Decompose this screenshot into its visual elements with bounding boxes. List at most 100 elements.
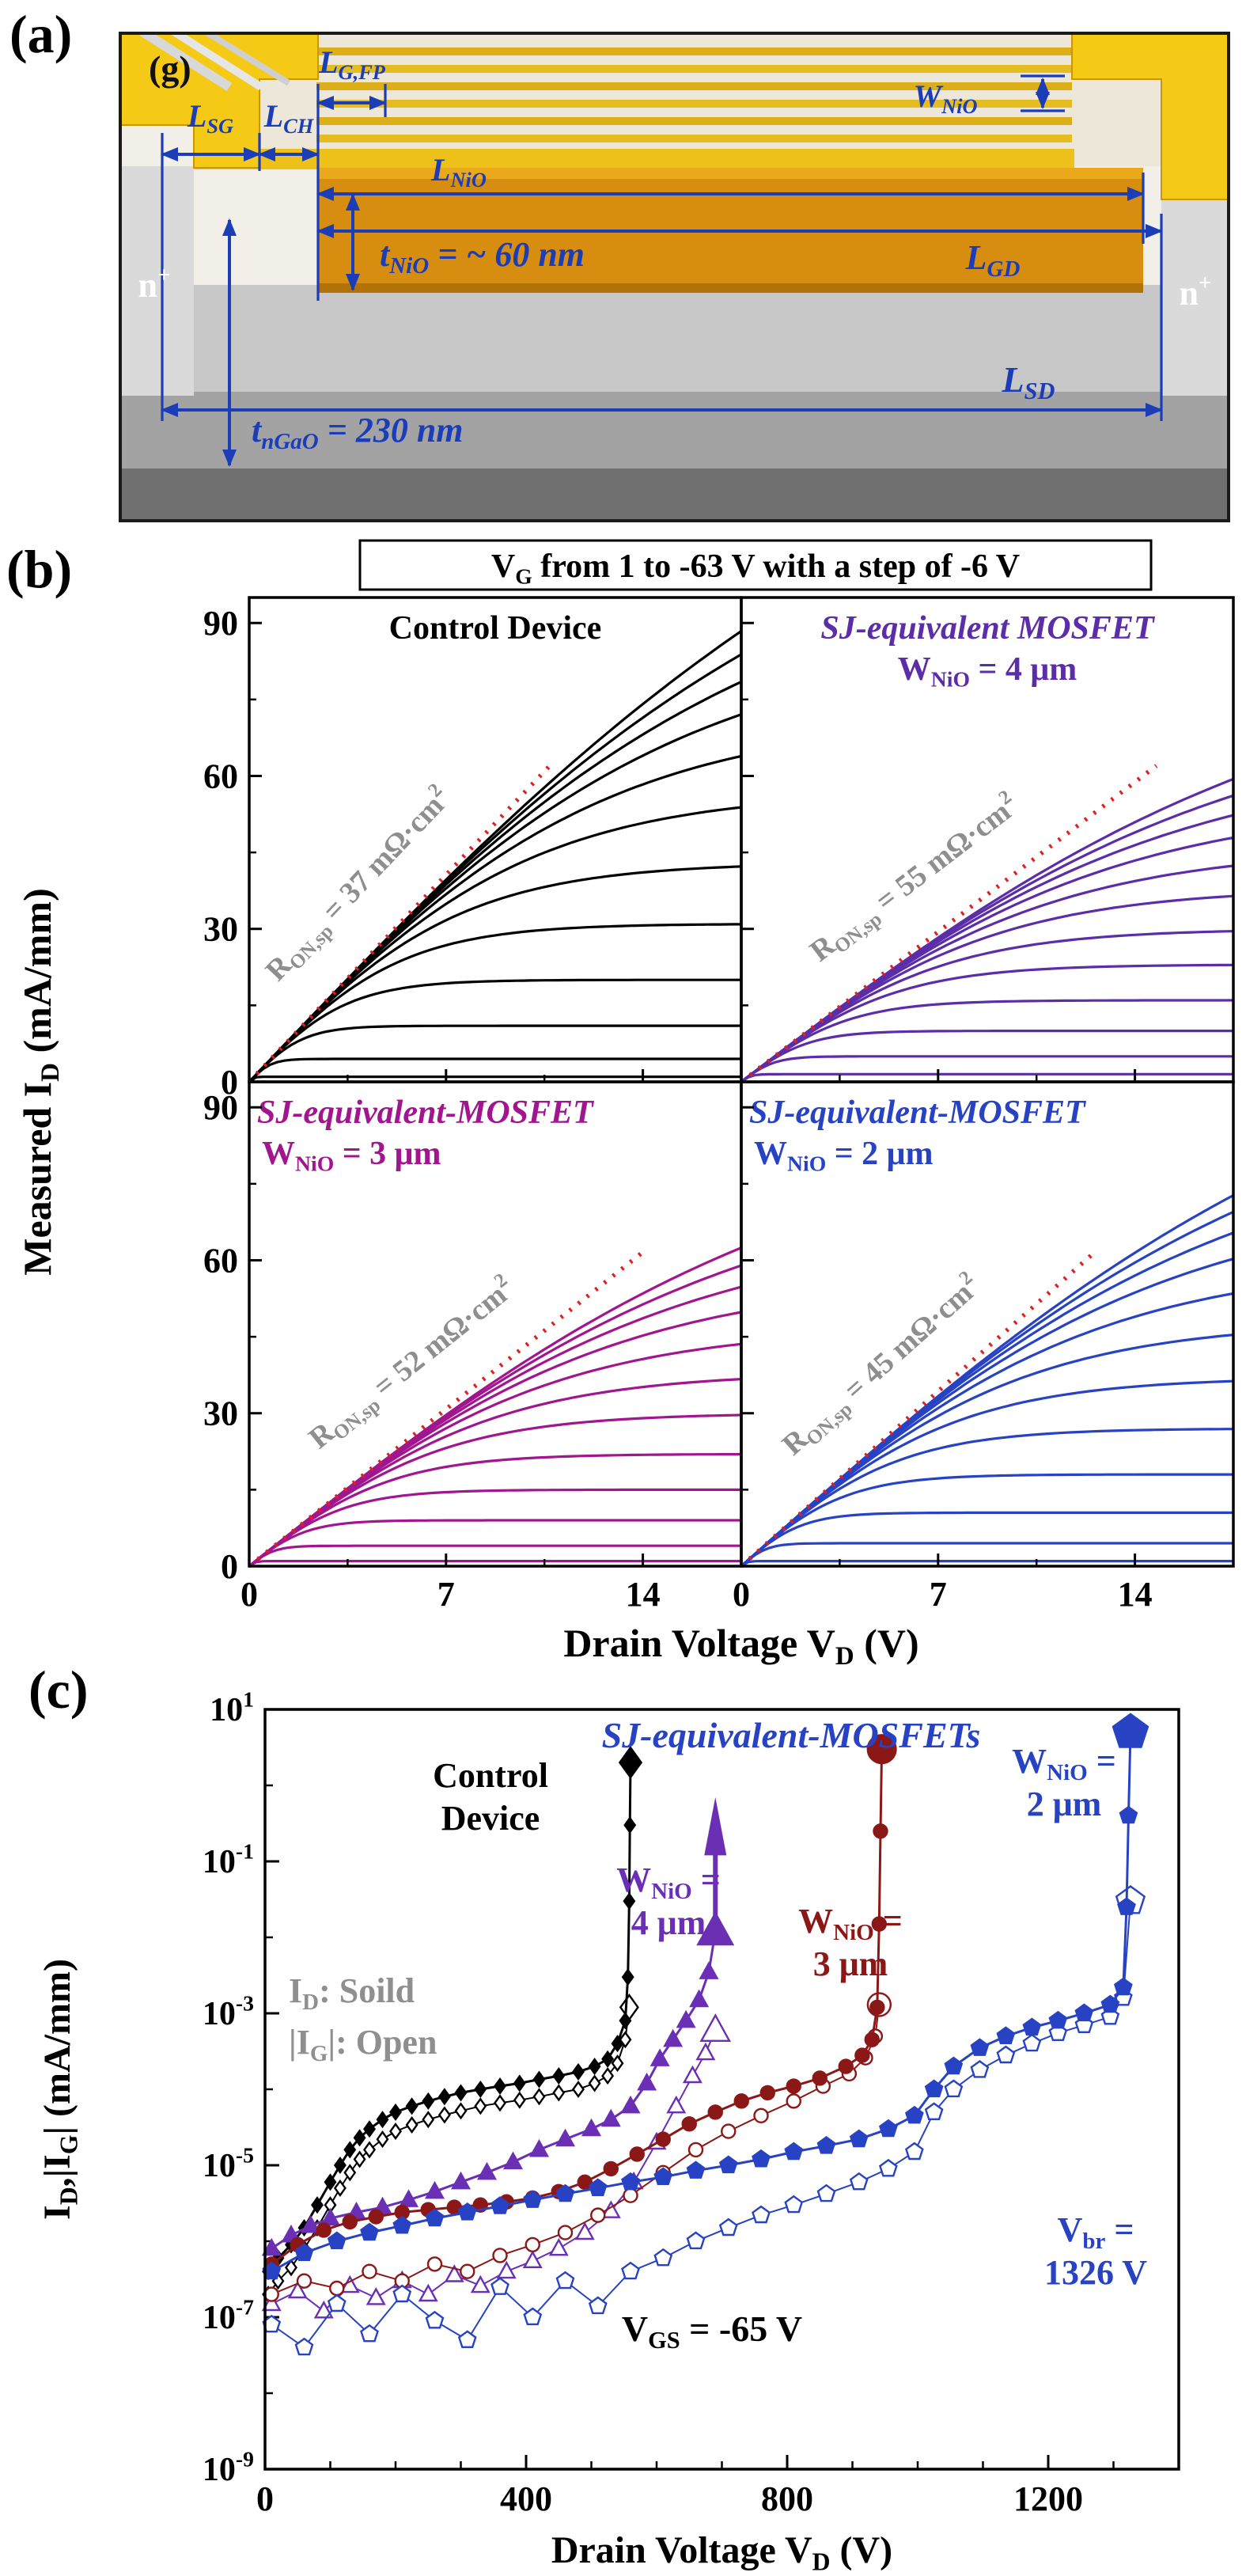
l-ch-label: LCH — [263, 98, 315, 138]
diamond-marker — [601, 2050, 615, 2068]
panel-b-label: (b) — [6, 539, 73, 599]
n-plus-right-label: n+ — [1179, 271, 1211, 313]
pentagon-marker — [523, 2307, 543, 2326]
x-tick-label: 7 — [930, 1575, 947, 1614]
circle-marker — [687, 2142, 704, 2158]
pentagon-marker — [1022, 2033, 1042, 2052]
diamond-marker — [333, 2156, 347, 2175]
l-sg-label: LSG — [187, 98, 233, 138]
device-schematic: LG,FP WNiO LSG LCH LNiO tNiO = ~ 60 nm L… — [119, 32, 1230, 522]
iv-curve — [740, 836, 1234, 1083]
panel-c-label: (c) — [28, 1660, 89, 1720]
ron-label: RON,sp = 45 mΩ·cm2 — [774, 1267, 989, 1465]
triangle-marker — [528, 2138, 550, 2157]
pentagon-marker — [849, 2172, 869, 2191]
diamond-marker — [422, 2111, 435, 2129]
schematic-border — [119, 32, 1230, 522]
breakdown-arrow — [704, 1796, 727, 1945]
c-title: SJ-equivalent-MOSFETs — [602, 1715, 981, 1755]
n-plus-left-region — [119, 166, 194, 396]
y-tick-label: 10-1 — [203, 1838, 254, 1880]
diamond-marker — [611, 2054, 624, 2073]
circle-marker — [871, 1916, 888, 1932]
vbr-label: Vbr = — [1058, 2210, 1134, 2254]
diamond-marker — [353, 2129, 366, 2147]
ron-label: RON,sp = 37 mΩ·cm2 — [257, 780, 460, 990]
pentagon-marker — [1100, 1994, 1120, 2013]
x-tick-label: 400 — [500, 2479, 552, 2518]
diamond-marker — [285, 2259, 297, 2277]
y-tick-label: 60 — [203, 757, 238, 795]
triangle-marker — [663, 2028, 684, 2047]
diamond-marker — [405, 2115, 418, 2134]
pentagon-marker — [970, 2038, 990, 2056]
circle-marker — [873, 1823, 888, 1839]
diamond-marker — [437, 2106, 451, 2124]
diamond-marker — [572, 2080, 585, 2099]
subplot-border — [740, 1080, 1235, 1568]
pentagon-marker — [653, 2167, 673, 2185]
diamond-marker — [513, 2074, 526, 2092]
diamond-marker — [333, 2179, 347, 2197]
pentagon-marker — [588, 2296, 608, 2315]
iv-curve — [248, 923, 741, 1083]
triangle-marker — [424, 2180, 445, 2199]
diamond-marker — [532, 2070, 546, 2088]
vgs-label: VGS = -65 V — [622, 2309, 802, 2354]
iv-curve — [740, 1542, 1233, 1568]
iv-curve — [740, 1379, 1234, 1568]
circle-marker — [753, 2107, 769, 2123]
pentagon-marker — [718, 2155, 738, 2174]
pentagon-marker — [653, 2248, 673, 2267]
pentagon-marker — [970, 2060, 990, 2078]
c-y-axis-label: ID,|IG| (mA/mm) — [36, 1959, 83, 2220]
pentagon-marker — [718, 2217, 738, 2236]
pentagon-marker — [360, 2222, 379, 2241]
circle-marker — [263, 2286, 279, 2302]
circle-marker — [869, 1999, 885, 2016]
diamond-marker — [343, 2141, 357, 2159]
iv-curve — [740, 963, 1234, 1083]
circle-marker — [681, 2116, 697, 2132]
pentagon-marker — [555, 2183, 575, 2202]
x-tick-label: 1200 — [1013, 2479, 1083, 2518]
y-tick-label: 90 — [203, 1088, 238, 1127]
y-tick-label: 0 — [221, 1547, 238, 1586]
x-tick-label: 0 — [733, 1575, 750, 1614]
pentagon-marker — [996, 2045, 1016, 2064]
pentagon-marker — [924, 2079, 944, 2098]
diamond-marker — [363, 2120, 376, 2138]
circle-marker — [838, 2058, 854, 2074]
iv-curve — [740, 894, 1234, 1083]
breakdown-panel: 10-9 10-7 10-5 10-3 10-1 101 0 400 800 1200 SJ-equ… — [36, 1686, 1180, 2576]
circle-marker — [786, 2093, 801, 2109]
pentagon-marker — [294, 2243, 314, 2261]
diamond-marker — [405, 2097, 418, 2115]
pentagon-marker — [849, 2129, 869, 2148]
circle-marker — [759, 2085, 775, 2101]
triangle-marker — [637, 2072, 657, 2091]
pentagon-marker — [752, 2149, 771, 2168]
y-tick-label: 101 — [210, 1686, 254, 1728]
probe-wire-decoration — [139, 32, 291, 92]
pentagon-marker — [996, 2026, 1016, 2044]
pentagon-marker — [294, 2337, 314, 2356]
triangle-marker — [699, 1961, 719, 1979]
w-nio-3um-label-2: 3 μm — [813, 1944, 888, 1983]
iv-curve — [248, 681, 742, 1083]
ron-fit-line — [740, 764, 1158, 1084]
t-nio-label: tNiO = ~ 60 nm — [380, 235, 585, 279]
iv-curve — [740, 1473, 1233, 1568]
series-line — [267, 1762, 632, 2273]
circle-marker — [590, 2207, 606, 2223]
diamond-marker — [437, 2088, 451, 2106]
pentagon-marker — [392, 2215, 412, 2234]
diamond-marker — [353, 2150, 366, 2168]
pentagon-marker — [816, 2136, 836, 2154]
triangle-marker — [261, 2293, 282, 2312]
pentagon-marker — [1074, 2003, 1094, 2022]
y-tick-label: 10-3 — [203, 1990, 254, 2032]
pentagon-marker — [523, 2190, 543, 2208]
iv-curve — [248, 1057, 741, 1083]
ron-label: RON,sp = 55 mΩ·cm2 — [802, 786, 1027, 971]
